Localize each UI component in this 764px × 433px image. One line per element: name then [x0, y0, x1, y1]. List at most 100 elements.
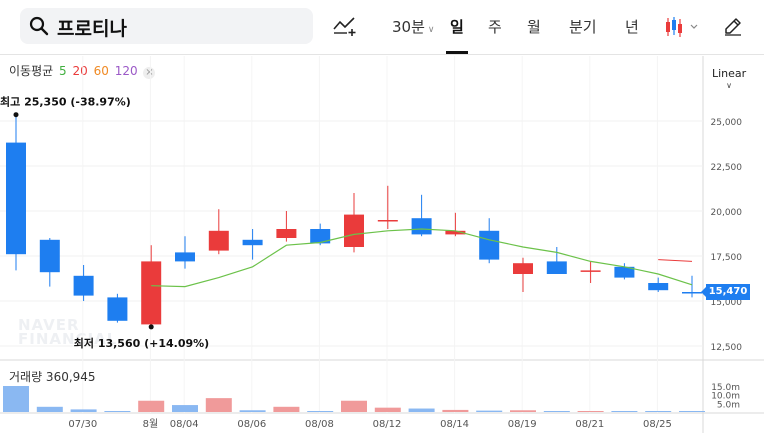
compare-chart-icon[interactable] [332, 15, 358, 37]
tab-quarter[interactable]: 분기 [569, 18, 597, 36]
tab-day[interactable]: 일 [450, 18, 464, 36]
tab-year[interactable]: 년 [625, 18, 639, 36]
ma-5[interactable]: 5 [59, 64, 67, 78]
volume-bar [408, 408, 435, 412]
ma-legend: 이동평균 5 20 60 120 × [9, 62, 157, 79]
candle-body [479, 230, 500, 260]
volume-bar [442, 409, 469, 412]
volume-bar [645, 411, 672, 412]
volume-bar [374, 407, 401, 412]
low-price-label: 최저 13,560 (+14.09%) [74, 336, 209, 350]
x-tick-label: 08/08 [305, 419, 334, 430]
volume-bar [577, 411, 604, 412]
last-price-label: 15,470 [701, 284, 750, 300]
volume-bar [476, 410, 503, 412]
ma5-line [151, 228, 693, 288]
candle-body [344, 214, 364, 247]
search-box[interactable]: 프로티나 [20, 8, 313, 44]
volume-bar [36, 406, 63, 412]
high-price-label: 최고 25,350 (-38.97%) [0, 95, 131, 109]
y-tick-label: 25,000 [711, 118, 743, 128]
volume-label: 거래량 360,945 [9, 370, 96, 384]
x-tick-label: 07/30 [68, 419, 97, 430]
candle-body [377, 220, 398, 222]
high-marker [13, 112, 19, 118]
candle-body [6, 142, 26, 255]
volume-bar [273, 406, 300, 412]
tab-month[interactable]: 월 [527, 18, 541, 36]
chevron-down-icon: ∨ [427, 25, 435, 35]
candle-body [175, 252, 195, 262]
candle-body [648, 283, 669, 291]
interval-dropdown[interactable]: 30분 ∨ [392, 16, 434, 37]
candle-body [614, 266, 635, 278]
y-tick-label: 22,500 [711, 163, 743, 173]
candle-type-icon[interactable] [664, 16, 704, 38]
watermark-line2: FINANCIAL [18, 330, 118, 348]
watermark: NAVER FINANCIAL [18, 316, 118, 348]
toolbar: 프로티나 30분 ∨ 일 주 월 분기 년 [0, 0, 764, 54]
ma-legend-close-icon[interactable]: × [143, 67, 156, 79]
x-tick-label: 08/12 [373, 419, 402, 430]
low-marker [148, 324, 154, 330]
volume-bar [611, 411, 638, 412]
y-tick-label: 15,000 [711, 298, 743, 308]
x-tick-label: 08/04 [170, 419, 199, 430]
volume-bar [205, 398, 232, 412]
candle-body [546, 261, 567, 274]
watermark-line1: NAVER [18, 316, 80, 334]
volume-bar [70, 409, 97, 412]
candle-body [445, 230, 466, 235]
chevron-down-icon: ∨ [726, 81, 733, 90]
volume-tick-label: 5.0m [717, 400, 740, 410]
candle-body [411, 218, 432, 235]
candle-body [682, 292, 702, 294]
candle-body [310, 229, 331, 244]
candle-body [513, 263, 533, 274]
active-tab-indicator [446, 51, 468, 54]
y-tick-label: 12,500 [711, 343, 743, 353]
x-tick-label: 8월 [143, 418, 159, 430]
scale-dropdown[interactable]: Linear ∨ [712, 67, 746, 90]
volume-bar [3, 386, 29, 412]
volume-tick-label: 10.0m [711, 392, 740, 402]
candle-body [276, 229, 297, 238]
volume-bars [3, 386, 705, 412]
volume-bar [307, 411, 334, 412]
moving-averages [151, 228, 693, 288]
candle-body [141, 261, 162, 325]
candle-body [580, 270, 601, 272]
grid [0, 56, 764, 433]
candle-body [73, 275, 94, 296]
volume-bar [172, 405, 198, 412]
pencil-icon[interactable] [722, 16, 744, 38]
toolbar-divider [0, 54, 764, 55]
volume-bar [543, 411, 570, 412]
y-tick-label: 20,000 [711, 208, 743, 218]
ma-60[interactable]: 60 [93, 64, 109, 78]
x-tick-label: 08/21 [575, 419, 604, 430]
interval-label: 30분 [392, 18, 425, 36]
search-query[interactable]: 프로티나 [57, 18, 127, 40]
candle-body [107, 297, 128, 321]
volume-tick-label: 15.0m [711, 383, 740, 393]
x-tick-label: 08/19 [508, 419, 537, 430]
x-tick-label: 08/06 [237, 419, 266, 430]
ma-legend-label: 이동평균 [9, 64, 54, 78]
y-tick-label: 17,500 [711, 253, 743, 263]
volume-bar [341, 400, 367, 412]
candle-body [242, 239, 263, 246]
search-icon [29, 16, 49, 36]
candle-body [208, 230, 229, 251]
x-tick-label: 08/25 [643, 419, 672, 430]
ma-20[interactable]: 20 [72, 64, 88, 78]
scale-label: Linear [712, 67, 747, 80]
candle-body [39, 239, 60, 273]
volume-bar [239, 410, 266, 412]
axis-labels: 12,500 15,000 17,500 20,000 22,500 25,000 07/3… [0, 95, 742, 430]
tab-week[interactable]: 주 [488, 18, 502, 36]
volume-bar [679, 411, 705, 412]
volume-bar [510, 410, 536, 412]
ma-120[interactable]: 120 [114, 64, 138, 78]
